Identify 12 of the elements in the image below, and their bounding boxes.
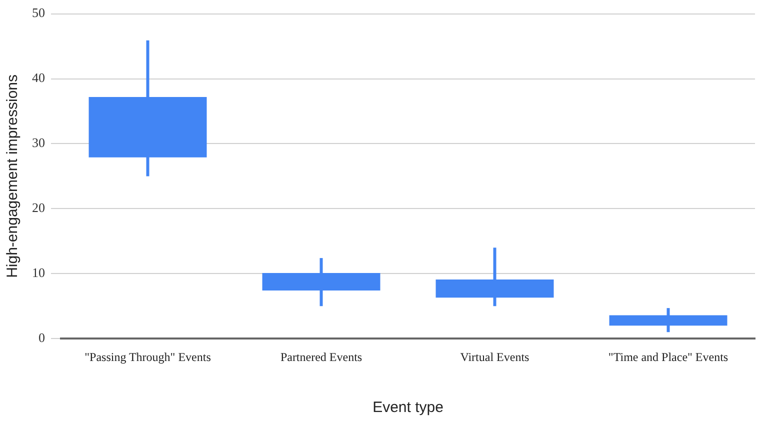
y-tick-label: 30 [32,135,45,150]
y-tick-label: 20 [32,200,45,216]
y-tick-label: 10 [32,265,45,280]
x-tick-label: Partnered Events [280,350,362,364]
y-tick-label: 40 [32,70,45,86]
y-axis-title: High-engagement impressions [4,74,22,278]
y-tick-label: 0 [38,330,45,346]
x-tick-label: "Passing Through" Events [84,350,212,364]
x-tick-label: "Time and Place" Events [608,350,728,364]
x-axis-title: Event type [372,399,444,416]
x-tick-label: Virtual Events [460,350,530,364]
y-tick-label: 50 [32,5,45,20]
